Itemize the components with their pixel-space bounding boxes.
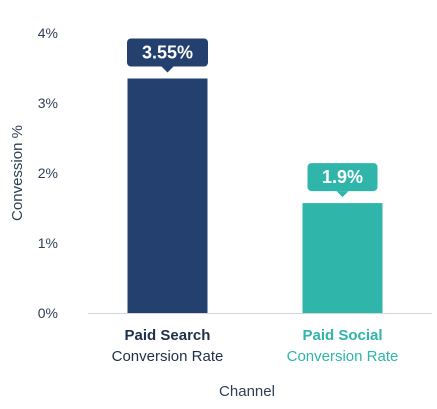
x-axis-title: Channel [219,383,275,400]
data-label-text: 1.9% [322,167,363,187]
bars [127,78,383,313]
data-label-box [307,163,378,192]
y-tick-label: 3% [38,95,58,111]
x-axis-categories: Paid Search Conversion Rate Paid Social Con… [112,327,399,365]
data-label-callouts: 3.55% 1.9% [127,38,378,198]
x-category-sublabel: Conversion Rate [112,348,224,365]
x-category-label: Paid Social [302,327,382,344]
x-category-sublabel: Conversion Rate [287,348,399,365]
y-tick-label: 0% [38,305,58,321]
bar [302,203,383,313]
y-tick-label: 1% [38,235,58,251]
data-label-pointer [161,66,174,73]
y-axis-ticks: 0% 1% 2% 3% 4% [38,25,58,321]
x-category-label: Paid Search [125,327,211,344]
data-label-box [127,38,208,67]
data-label-text: 3.55% [142,43,193,63]
y-axis-title: Convession % [9,125,26,221]
data-label: 1.9% [307,163,378,198]
y-tick-label: 2% [38,165,58,181]
data-label-pointer [336,191,349,198]
bar [127,78,208,313]
data-label: 3.55% [127,38,208,73]
y-tick-label: 4% [38,25,58,41]
